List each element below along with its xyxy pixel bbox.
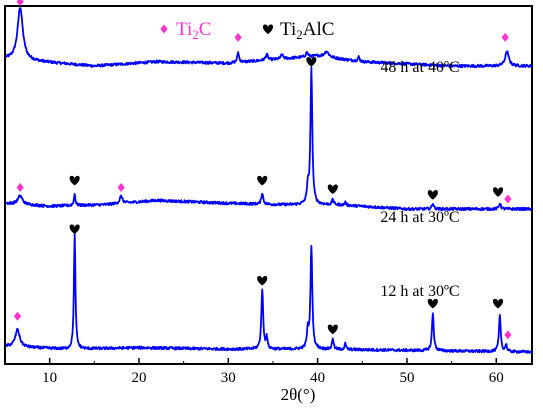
series-line-1: [5, 66, 532, 212]
ti2alc-marker-heart: [257, 275, 268, 286]
ti2c-marker-diamond: [13, 311, 22, 321]
x-tick-label: 10: [42, 370, 57, 386]
series-layer: [5, 7, 532, 354]
x-tick-label: 20: [131, 370, 146, 386]
series-labels: 48 h at 40ºC 24 h at 30ºC 12 h at 30ºC: [380, 59, 459, 300]
ti2c-marker-diamond: [16, 0, 24, 7]
phase-markers: [13, 0, 512, 340]
ti2c-marker-diamond: [16, 183, 24, 193]
x-axis-ticks: 10 20 30 40 50 60: [4, 358, 504, 386]
series-label: 12 h at 30ºC: [380, 283, 459, 300]
x-tick-label: 50: [399, 370, 414, 386]
ti2alc-marker-heart: [257, 175, 268, 186]
legend-label: Ti2C: [176, 19, 211, 42]
ti2alc-marker-heart: [306, 57, 317, 67]
ti2alc-marker-heart: [262, 24, 274, 34]
x-tick-label: 40: [310, 370, 325, 386]
ti2c-marker-diamond: [160, 24, 168, 34]
ti2alc-marker-heart: [427, 298, 438, 309]
series-label: 24 h at 30ºC: [380, 209, 459, 226]
plot-border: [4, 5, 533, 365]
ti2alc-marker-heart: [327, 184, 338, 194]
x-axis-title: 2θ(°): [281, 385, 316, 404]
legend: Ti2C Ti2AlC: [160, 19, 334, 42]
ti2c-marker-diamond: [117, 183, 125, 193]
legend-label: Ti2AlC: [280, 19, 334, 42]
x-tick-label: 60: [489, 370, 504, 386]
ti2c-marker-diamond: [501, 32, 509, 42]
ti2c-marker-diamond: [504, 194, 512, 204]
ti2alc-marker-heart: [427, 190, 438, 200]
ti2c-marker-diamond: [504, 330, 512, 340]
ti2alc-marker-heart: [493, 187, 504, 197]
ti2alc-marker-heart: [69, 175, 80, 186]
ti2alc-marker-heart: [493, 298, 504, 309]
series-label: 48 h at 40ºC: [380, 59, 459, 76]
series-line-0: [5, 7, 532, 69]
plot-frame: [4, 5, 533, 365]
ti2c-marker-diamond: [234, 32, 242, 42]
ti2alc-marker-heart: [69, 224, 80, 234]
series-line-2: [5, 232, 532, 354]
ti2alc-marker-heart: [327, 324, 338, 335]
x-tick-label: 30: [221, 370, 236, 386]
